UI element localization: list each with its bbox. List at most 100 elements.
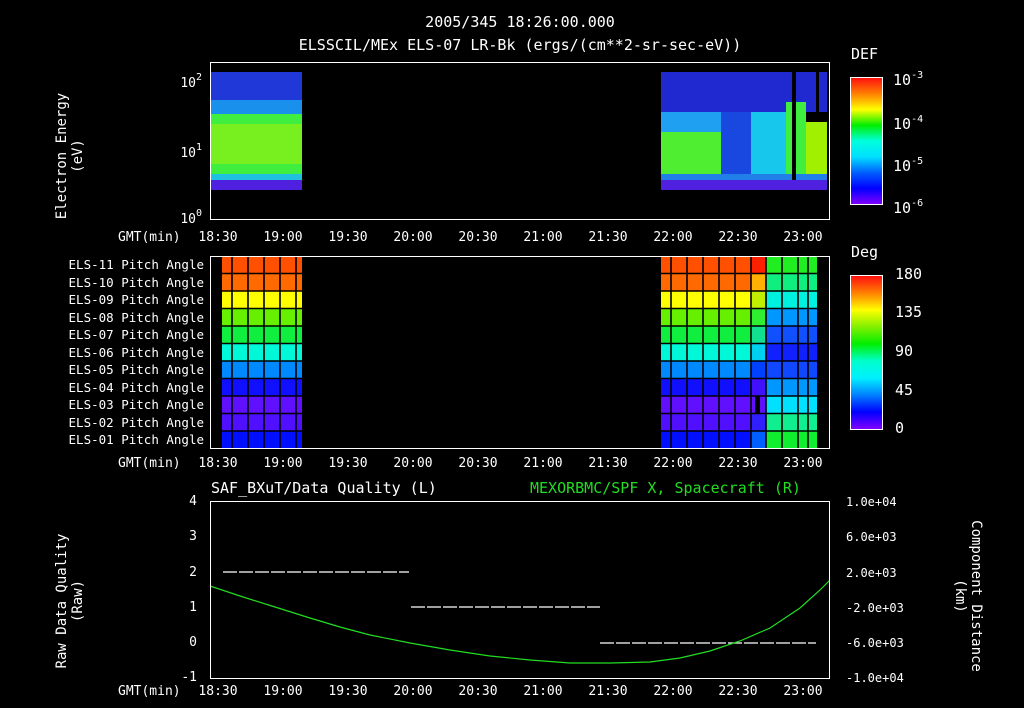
pitch-right-block: [661, 256, 817, 449]
pitch-angle-svg: [210, 256, 830, 449]
ytick: -1: [181, 670, 197, 685]
ytick: 6.0e+03: [846, 530, 897, 544]
def-tick: 10-5: [893, 154, 923, 174]
def-tick-exp: -5: [911, 156, 924, 167]
quality-left-ylabel: Raw Data Quality (Raw): [54, 511, 86, 691]
xtick: 20:30: [458, 230, 498, 245]
pitch-left-block: [222, 256, 302, 449]
plot-timestamp: 2005/345 18:26:00.000: [425, 13, 615, 31]
ytick: -1.0e+04: [846, 671, 904, 685]
pitch-angle-grid: [210, 256, 830, 449]
quality-right-title: MEXORBMC/SPF X, Spacecraft (R): [530, 479, 801, 497]
energy-ytick-1: 100: [170, 208, 202, 227]
def-tick-base: 10: [893, 157, 912, 175]
xtick: 21:00: [523, 684, 563, 699]
pitch-row-label: ELS-07 Pitch Angle: [68, 327, 204, 342]
xtick: 19:30: [328, 684, 368, 699]
xtick: 20:30: [458, 456, 498, 471]
def-tick-base: 10: [893, 115, 912, 133]
energy-spectrogram: [210, 62, 830, 220]
deg-tick: 0: [895, 419, 905, 437]
data-quality-series: [223, 571, 816, 644]
energy-xlabel: GMT(min): [118, 230, 181, 245]
def-tick: 10-4: [893, 112, 923, 132]
spf-x-series: [210, 579, 830, 664]
def-tick-exp: -6: [911, 198, 924, 209]
pitch-row-label: ELS-02 Pitch Angle: [68, 414, 204, 430]
xtick: 22:00: [653, 456, 693, 471]
ytick: 2.0e+03: [846, 566, 897, 580]
energy-spectrogram-svg: [210, 72, 827, 190]
energy-ytick-10: 101: [170, 142, 202, 161]
pitch-row-label: ELS-03 Pitch Angle: [68, 397, 204, 412]
ytick: 2: [189, 565, 197, 580]
xtick: 20:00: [393, 684, 433, 699]
xtick: 21:30: [588, 684, 628, 699]
def-tick-exp: -3: [911, 70, 924, 81]
ylabel-line1: Component Distance: [968, 520, 984, 672]
xtick: 20:30: [458, 684, 498, 699]
ytick: 1: [189, 600, 197, 615]
ytick-exp: 0: [195, 208, 202, 219]
energy-ylabel-line2: (eV): [70, 139, 86, 173]
deg-tick: 45: [895, 381, 914, 399]
deg-tick: 135: [895, 303, 923, 321]
ylabel-line2: (km): [952, 579, 968, 613]
def-tick: 10-3: [893, 68, 923, 88]
xtick: 21:30: [588, 456, 628, 471]
quality-right-ylabel: Component Distance (km): [952, 506, 984, 686]
xtick: 21:00: [523, 230, 563, 245]
ytick: 4: [189, 494, 197, 509]
xtick: 19:00: [263, 230, 303, 245]
deg-tick: 180: [895, 265, 923, 283]
pitch-row-label: ELS-11 Pitch Angle: [68, 257, 204, 272]
xtick: 22:00: [653, 684, 693, 699]
pitch-row-label: ELS-04 Pitch Angle: [68, 379, 204, 395]
xtick: 20:00: [393, 230, 433, 245]
deg-tick: 90: [895, 342, 914, 360]
pitch-xlabel: GMT(min): [118, 456, 181, 471]
deg-colorbar-title: Deg: [851, 243, 879, 261]
xtick: 19:00: [263, 684, 303, 699]
ytick: -2.0e+03: [846, 601, 904, 615]
xtick: 21:30: [588, 230, 628, 245]
ytick-exp: 2: [195, 72, 202, 83]
ytick-base: 10: [180, 146, 196, 161]
xtick: 18:30: [198, 456, 238, 471]
ytick: 0: [189, 635, 197, 650]
quality-xlabel: GMT(min): [118, 684, 181, 699]
xtick: 20:00: [393, 456, 433, 471]
xtick: 21:00: [523, 456, 563, 471]
ytick-exp: 1: [195, 142, 202, 153]
def-colorbar: [850, 77, 883, 205]
ytick-base: 10: [180, 212, 196, 227]
def-tick-exp: -4: [911, 114, 924, 125]
def-colorbar-title: DEF: [851, 45, 879, 63]
xtick: 22:30: [718, 230, 758, 245]
pitch-grid-lines: [210, 256, 830, 449]
pitch-row-label: ELS-10 Pitch Angle: [68, 274, 204, 290]
xtick: 22:30: [718, 456, 758, 471]
energy-ylabel: Electron Energy (eV): [54, 71, 86, 241]
ylabel-line2: (Raw): [70, 579, 86, 623]
energy-ylabel-line1: Electron Energy: [54, 92, 70, 220]
xtick: 22:30: [718, 684, 758, 699]
quality-plot: [210, 501, 830, 679]
energy-plot-frame: [210, 62, 830, 220]
ytick: 3: [189, 529, 197, 544]
pitch-row-label: ELS-01 Pitch Angle: [68, 432, 204, 447]
xtick: 23:00: [783, 456, 823, 471]
ylabel-line1: Raw Data Quality: [54, 533, 70, 669]
quality-left-title: SAF_BXuT/Data Quality (L): [211, 479, 437, 497]
xtick: 18:30: [198, 684, 238, 699]
pitch-row-label: ELS-09 Pitch Angle: [68, 292, 204, 307]
quality-plot-frame: [210, 501, 830, 679]
xtick: 19:30: [328, 230, 368, 245]
ytick: 1.0e+04: [846, 495, 897, 509]
quality-plot-svg: [210, 571, 830, 664]
def-tick: 10-6: [893, 196, 923, 216]
def-tick-base: 10: [893, 199, 912, 217]
xtick: 18:30: [198, 230, 238, 245]
xtick: 19:00: [263, 456, 303, 471]
pitch-row-label: ELS-08 Pitch Angle: [68, 309, 204, 325]
